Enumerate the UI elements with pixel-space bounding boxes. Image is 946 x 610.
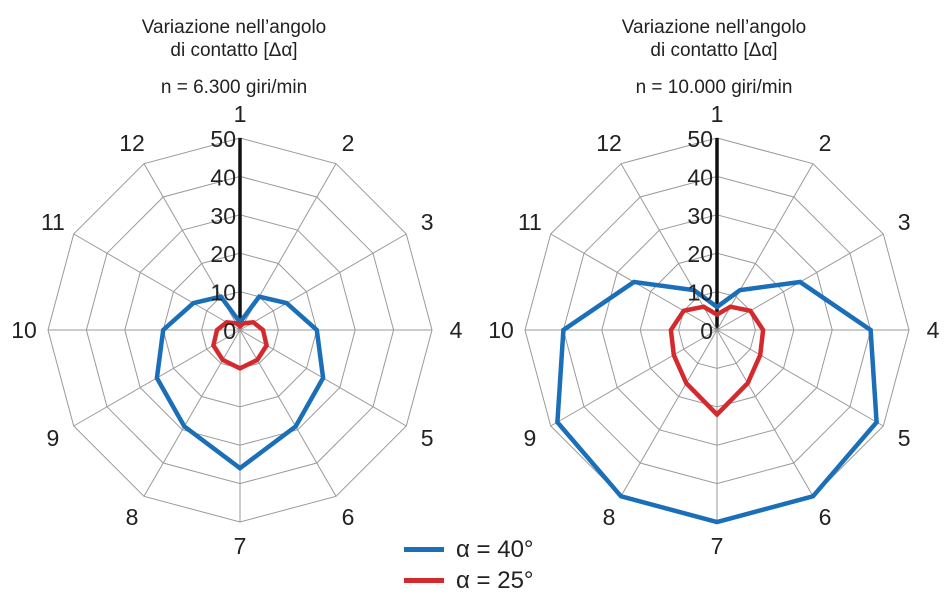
r-tick-label: 30 (210, 203, 236, 229)
grid-spoke (716, 163, 814, 331)
series-line-alpha-25 (668, 304, 766, 418)
category-label: 7 (711, 533, 724, 559)
chart-left-title-line2: di contatto [Δα] (170, 40, 298, 61)
category-label: 8 (603, 504, 616, 530)
chart-right-title-line2: di contatto [Δα] (650, 40, 778, 61)
series-line-alpha-25 (210, 319, 270, 371)
category-label: 10 (11, 317, 37, 343)
grid-spoke (550, 329, 718, 427)
grid-spoke (73, 233, 241, 331)
category-label: 11 (518, 209, 542, 235)
category-label: 10 (488, 317, 514, 343)
r-tick-label: 20 (210, 241, 236, 267)
r-tick-label: 30 (687, 203, 713, 229)
chart-right-title: Variazione nell’angolo di contatto [Δα] … (584, 16, 844, 99)
grid-spoke (239, 329, 337, 497)
category-label: 3 (421, 209, 434, 235)
chart-right-subtitle: n = 10.000 giri/min (635, 77, 793, 98)
category-label: 12 (596, 130, 622, 156)
category-label: 7 (234, 533, 247, 559)
category-label: 1 (234, 101, 247, 127)
r-tick-label: 0 (700, 318, 713, 344)
category-label: 4 (450, 317, 463, 343)
category-label: 6 (342, 504, 355, 530)
r-tick-label: 10 (687, 280, 713, 306)
grid-spoke (620, 163, 718, 331)
category-label: 9 (524, 425, 537, 451)
series-line-alpha-40 (154, 294, 326, 472)
r-tick-label: 20 (687, 241, 713, 267)
r-tick-label: 40 (210, 164, 236, 190)
category-label: 4 (927, 317, 940, 343)
r-tick-label: 40 (687, 164, 713, 190)
legend-swatch-blue (404, 547, 444, 552)
r-tick-label: 50 (687, 126, 713, 152)
category-label: 2 (342, 130, 355, 156)
r-tick-label: 50 (210, 126, 236, 152)
grid-spoke (716, 329, 814, 497)
chart-left-title-line1: Variazione nell’angolo (141, 17, 327, 38)
chart-left-subtitle: n = 6.300 giri/min (160, 77, 308, 98)
category-label: 2 (819, 130, 832, 156)
grid-spoke (239, 233, 407, 331)
category-label: 6 (819, 504, 832, 530)
grid-spoke (143, 329, 241, 497)
grid-spoke (716, 329, 884, 427)
legend-label-alpha-40: α = 40° (456, 535, 534, 563)
category-label: 11 (41, 209, 65, 235)
r-tick-label: 10 (210, 280, 236, 306)
series-line-alpha-40 (555, 279, 879, 525)
category-label: 9 (47, 425, 60, 451)
r-tick-label: 0 (223, 318, 236, 344)
legend: α = 40° α = 25° (404, 534, 534, 596)
grid-spoke (620, 329, 718, 497)
chart-left-title: Variazione nell’angolo di contatto [Δα] … (104, 16, 364, 99)
category-label: 8 (126, 504, 139, 530)
category-label: 3 (898, 209, 911, 235)
category-label: 5 (421, 425, 434, 451)
legend-label-alpha-25: α = 25° (456, 566, 534, 594)
category-label: 12 (119, 130, 145, 156)
chart-right-title-line1: Variazione nell’angolo (621, 17, 807, 38)
legend-swatch-red (404, 578, 444, 583)
legend-item-alpha-25: α = 25° (404, 565, 534, 596)
category-label: 5 (898, 425, 911, 451)
legend-item-alpha-40: α = 40° (404, 534, 534, 565)
category-label: 1 (711, 101, 724, 127)
